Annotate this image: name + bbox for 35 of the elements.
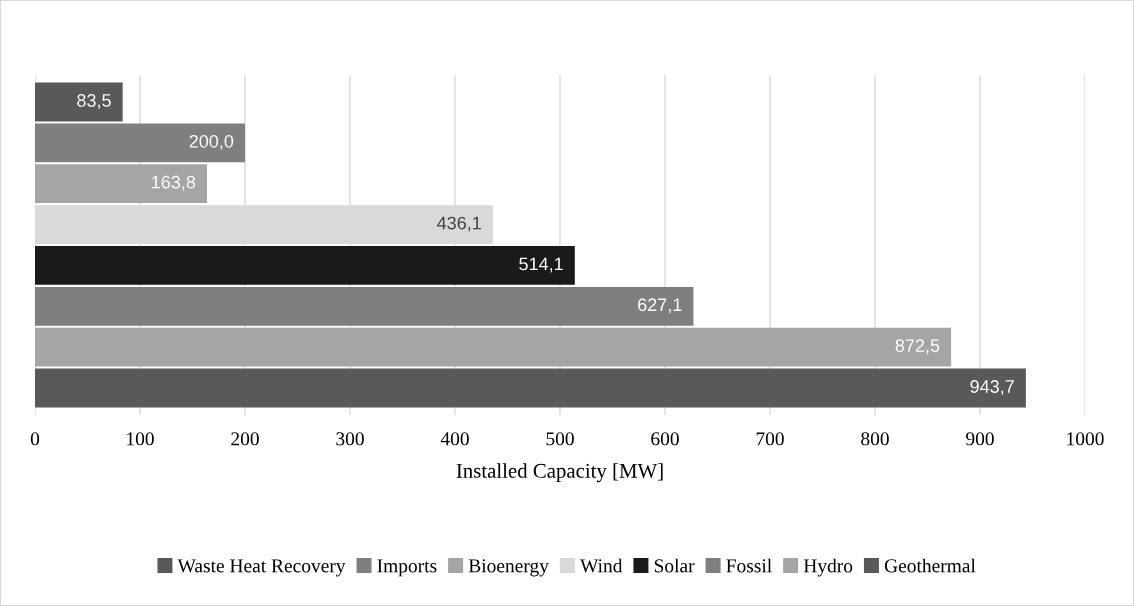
legend-label: Wind: [580, 558, 623, 573]
data-label: 943,7: [970, 380, 1014, 396]
data-label: 436,1: [437, 216, 481, 232]
data-label: 163,8: [152, 175, 196, 191]
x-tick-label: 200: [231, 432, 259, 446]
bar: [35, 123, 245, 163]
legend-label: Hydro: [803, 558, 853, 577]
data-label: 83,5: [77, 94, 111, 109]
bar: [35, 368, 1026, 408]
data-label: 200,0: [189, 134, 234, 150]
x-axis-title: Installed Capacity [MW]: [456, 463, 663, 483]
bar: [35, 246, 575, 285]
x-tick-label: 500: [546, 432, 574, 446]
x-tick-label: 1000: [1067, 432, 1104, 446]
legend-label: Solar: [654, 558, 695, 573]
x-tick-label: 600: [651, 432, 679, 446]
x-tick-label: 800: [861, 432, 889, 446]
data-label: 872,5: [895, 339, 940, 355]
legend-label: Geothermal: [884, 558, 976, 573]
bar: [35, 286, 694, 326]
x-tick-label: 400: [440, 432, 469, 446]
data-label: 627,1: [638, 298, 682, 314]
data-label: 514,1: [519, 257, 563, 273]
bar: [35, 82, 123, 122]
bar: [35, 164, 207, 204]
x-tick-label: 0: [30, 432, 40, 446]
x-tick-label: 300: [336, 432, 364, 446]
x-tick-label: 700: [756, 432, 784, 446]
legend-label: Waste Heat Recovery: [177, 559, 346, 577]
legend-label: Bioenergy: [468, 559, 549, 577]
x-tick-label: 900: [966, 432, 994, 446]
legend-label: Fossil: [726, 558, 772, 573]
bar: [35, 327, 952, 367]
x-tick-label: 100: [127, 432, 154, 446]
legend-label: Imports: [377, 559, 437, 577]
